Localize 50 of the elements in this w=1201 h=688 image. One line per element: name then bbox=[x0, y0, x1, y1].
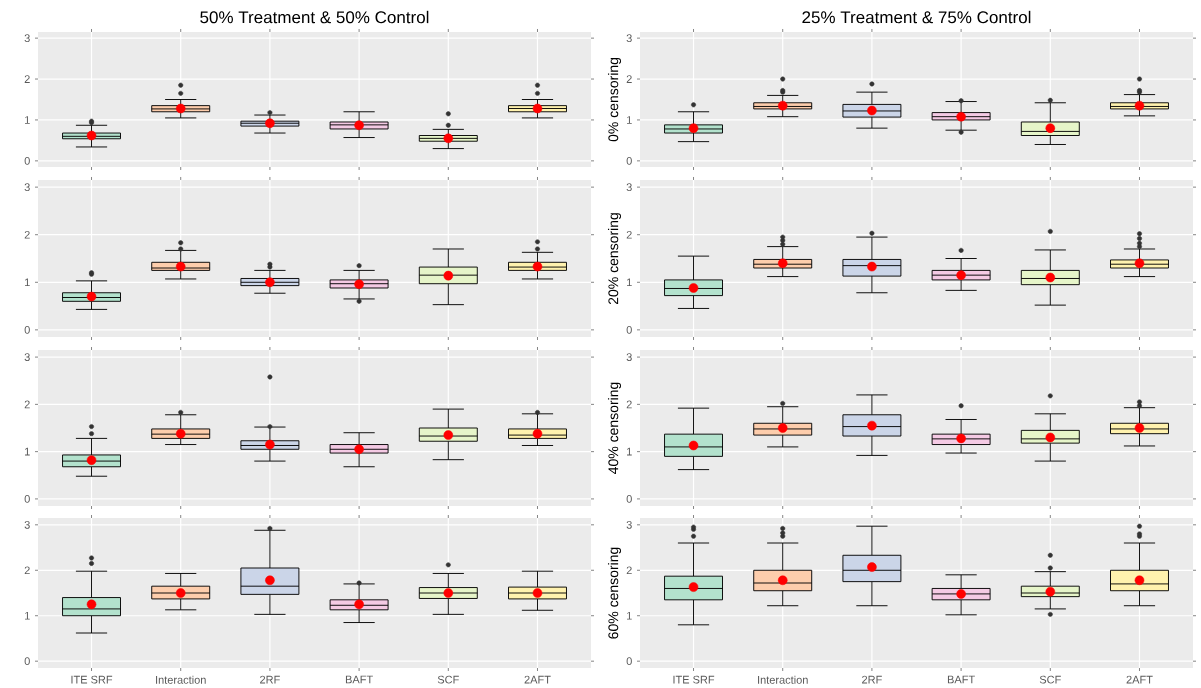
y-tick-label: 2 bbox=[24, 566, 30, 575]
x-tick-label: SCF bbox=[437, 675, 459, 684]
x-tick-label: Interaction bbox=[156, 675, 206, 684]
y-tick-label: 0 bbox=[24, 657, 30, 665]
y-tick-label: 0 bbox=[626, 494, 632, 503]
y-tick-label: 2 bbox=[626, 75, 632, 83]
y-tick-label: 1 bbox=[25, 116, 30, 124]
y-tick-label: 2 bbox=[626, 566, 632, 575]
y-tick-label: 0 bbox=[626, 657, 632, 665]
y-tick-label: 3 bbox=[24, 34, 30, 42]
x-tick-label: ITE SRF bbox=[71, 675, 113, 684]
y-tick-label: 3 bbox=[24, 520, 30, 529]
y-tick-label: 3 bbox=[24, 353, 30, 361]
y-tick-label: 2 bbox=[626, 400, 632, 409]
y-tick-label: 2 bbox=[24, 230, 30, 239]
y-axis-title: 60% censoring bbox=[607, 547, 622, 639]
y-tick-label: 2 bbox=[24, 75, 30, 83]
y-tick-label: 1 bbox=[627, 447, 632, 456]
x-tick-label: 2AFT bbox=[1126, 675, 1153, 684]
y-tick-label: 3 bbox=[626, 353, 632, 361]
y-tick-label: 3 bbox=[626, 520, 632, 529]
y-tick-label: 0 bbox=[626, 156, 632, 165]
chart-title: 50% Treatment & 50% Control bbox=[200, 10, 429, 24]
y-tick-label: 0 bbox=[24, 156, 30, 165]
y-tick-label: 0 bbox=[626, 325, 632, 334]
y-tick-label: 0 bbox=[24, 325, 30, 334]
y-tick-label: 0 bbox=[24, 494, 30, 503]
y-tick-label: 2 bbox=[24, 400, 30, 409]
y-tick-label: 3 bbox=[24, 183, 30, 191]
y-tick-label: 1 bbox=[25, 278, 30, 286]
x-tick-label: ITE SRF bbox=[673, 675, 715, 684]
y-tick-label: 3 bbox=[626, 34, 632, 42]
x-tick-label: 2AFT bbox=[524, 675, 551, 684]
y-tick-label: 1 bbox=[627, 611, 632, 620]
y-tick-label: 3 bbox=[626, 183, 632, 191]
x-tick-label: 2RF bbox=[260, 675, 280, 684]
y-tick-label: 1 bbox=[25, 447, 30, 456]
y-tick-label: 1 bbox=[627, 116, 632, 124]
y-tick-label: 1 bbox=[627, 278, 632, 286]
y-axis-title: 40% censoring bbox=[607, 382, 622, 474]
y-tick-label: 2 bbox=[626, 230, 632, 239]
x-tick-label: 2RF bbox=[862, 675, 882, 684]
y-axis-title: 20% censoring bbox=[607, 213, 622, 304]
y-axis-title: 0% censoring bbox=[607, 57, 622, 142]
chart-title: 25% Treatment & 75% Control bbox=[802, 10, 1031, 24]
x-tick-label: SCF bbox=[1039, 675, 1061, 684]
y-tick-label: 1 bbox=[25, 611, 30, 620]
x-tick-label: BAFT bbox=[947, 675, 975, 684]
x-tick-label: Interaction bbox=[758, 675, 808, 684]
x-tick-label: BAFT bbox=[345, 675, 373, 684]
